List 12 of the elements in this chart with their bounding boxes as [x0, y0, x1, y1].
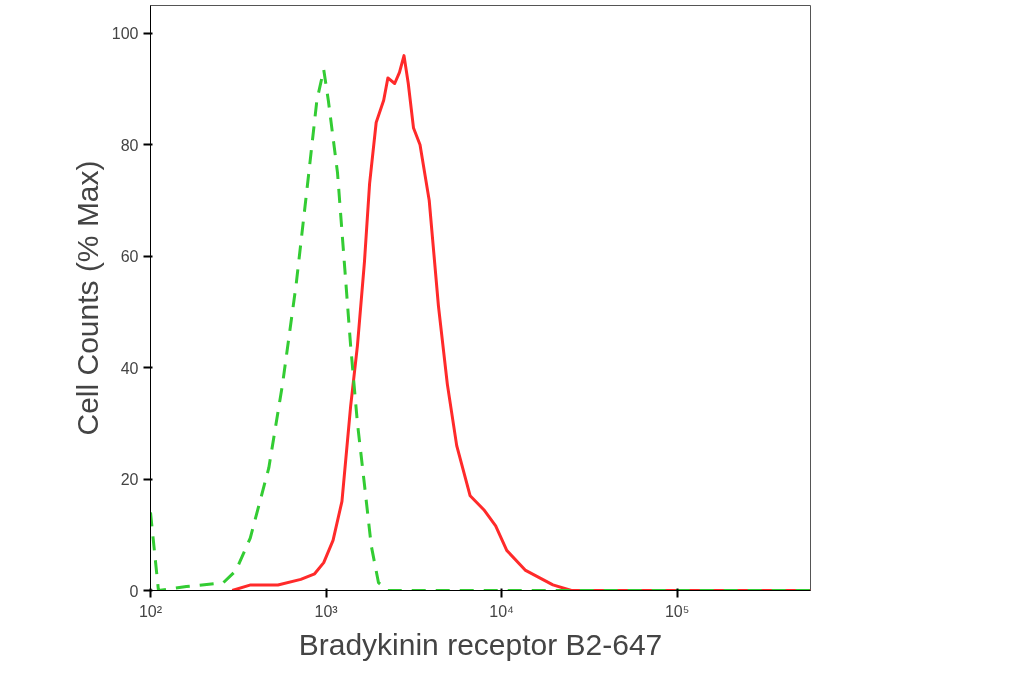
y-tick-label: 60: [120, 248, 139, 266]
y-tick-label: 20: [120, 471, 139, 489]
y-tick-label: 100: [111, 25, 139, 43]
y-tick-label: 0: [129, 582, 139, 600]
x-tick-label: 10²: [138, 602, 163, 620]
x-tick-label: 10³: [314, 602, 339, 620]
x-axis-title: Bradykinin receptor B2-647: [298, 627, 663, 661]
y-axis-title: Cell Counts (% Max): [70, 160, 104, 436]
x-tick-label: 10⁴: [489, 602, 515, 620]
x-tick-label: 10⁵: [664, 602, 690, 620]
y-tick-label: 40: [120, 359, 139, 377]
y-tick-label: 80: [120, 136, 139, 154]
